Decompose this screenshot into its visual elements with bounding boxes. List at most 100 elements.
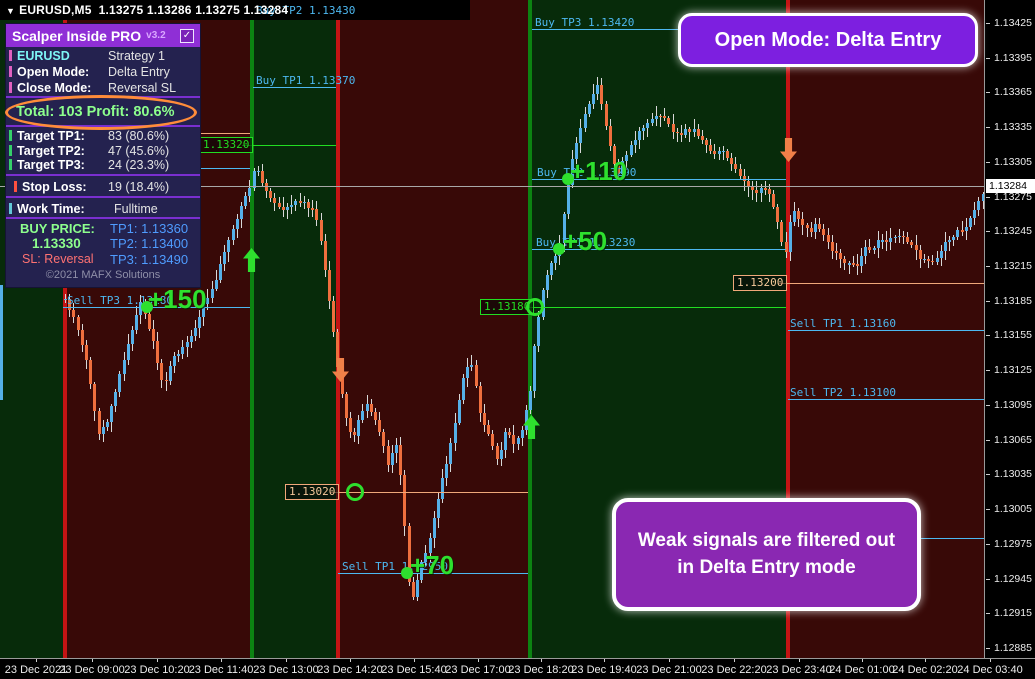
candle bbox=[772, 194, 775, 207]
candle bbox=[399, 445, 402, 476]
tp-level-label: Buy TP3 1.13420 bbox=[535, 16, 635, 29]
price-tick bbox=[986, 92, 990, 93]
tp1-price: TP1: 1.13360 bbox=[110, 221, 189, 236]
candle bbox=[743, 175, 746, 182]
candle bbox=[529, 391, 532, 411]
candle bbox=[416, 579, 419, 597]
candle bbox=[248, 187, 251, 197]
candle bbox=[780, 222, 783, 243]
entry-price-box: 1.13020 bbox=[285, 484, 340, 500]
target-tp1-label: Target TP1: bbox=[17, 128, 85, 143]
candle bbox=[898, 235, 901, 238]
title-backdrop bbox=[0, 0, 470, 20]
price-tick bbox=[986, 23, 990, 24]
price-tick-label: 1.13395 bbox=[994, 52, 1032, 64]
candle bbox=[366, 404, 369, 412]
candle bbox=[72, 310, 75, 318]
time-tick-label: 23 Dec 21:00 bbox=[636, 664, 702, 676]
candle bbox=[785, 242, 788, 253]
candle bbox=[517, 438, 520, 445]
candle bbox=[206, 298, 209, 305]
accent-bar bbox=[14, 181, 17, 192]
symbol-label: EURUSD bbox=[17, 48, 70, 63]
candle bbox=[382, 432, 385, 447]
time-tick bbox=[221, 659, 222, 662]
candle bbox=[110, 406, 113, 423]
candle bbox=[676, 131, 679, 134]
candle bbox=[609, 126, 612, 147]
candle bbox=[944, 241, 947, 251]
time-tick-label: 23 Dec 2021 bbox=[4, 664, 68, 676]
candle bbox=[127, 344, 130, 361]
candle bbox=[965, 226, 968, 231]
candle bbox=[961, 230, 964, 233]
time-tick-label: 23 Dec 13:00 bbox=[253, 664, 319, 676]
tp-level-line bbox=[532, 179, 786, 180]
candle bbox=[801, 219, 804, 226]
candle bbox=[81, 330, 84, 345]
candle-wick bbox=[953, 235, 954, 247]
candle bbox=[592, 93, 595, 104]
time-axis[interactable]: 23 Dec 2021 23 Dec 09:00 23 Dec 10:20 23 De… bbox=[0, 658, 1035, 679]
candle bbox=[701, 135, 704, 141]
candle bbox=[215, 279, 218, 289]
candle-wick bbox=[807, 223, 808, 237]
divider bbox=[6, 174, 200, 176]
time-tick bbox=[286, 659, 287, 662]
candle bbox=[533, 346, 536, 392]
price-tick bbox=[986, 197, 990, 198]
candle bbox=[537, 316, 540, 347]
candle bbox=[722, 150, 725, 153]
candle-wick bbox=[983, 192, 984, 210]
candle bbox=[546, 275, 549, 291]
candle bbox=[403, 475, 406, 527]
panel-version: v3.2 bbox=[146, 30, 166, 41]
candle-wick bbox=[694, 119, 695, 137]
candle bbox=[931, 260, 934, 263]
candle bbox=[135, 315, 138, 331]
panel-checkbox[interactable]: ✓ bbox=[180, 28, 194, 43]
candle bbox=[303, 201, 306, 204]
candle bbox=[827, 235, 830, 243]
candle bbox=[253, 171, 256, 188]
price-tick-label: 1.13065 bbox=[994, 434, 1032, 446]
candle bbox=[776, 206, 779, 223]
candle bbox=[483, 413, 486, 426]
candle bbox=[311, 207, 314, 210]
candle-wick bbox=[471, 355, 472, 371]
candle bbox=[328, 269, 331, 301]
time-tick-label: 23 Dec 11:40 bbox=[188, 664, 254, 676]
time-tick bbox=[862, 659, 863, 662]
candle bbox=[68, 298, 71, 311]
panel-header[interactable]: Scalper Inside PRO v3.2 ✓ bbox=[6, 24, 200, 47]
candle bbox=[584, 114, 587, 128]
profit-points-label: +150 bbox=[148, 284, 207, 314]
price-tick bbox=[986, 648, 990, 649]
candle bbox=[169, 366, 172, 382]
candle bbox=[977, 200, 980, 211]
candle bbox=[789, 221, 792, 253]
candle bbox=[466, 367, 469, 378]
time-tick-label: 23 Dec 14:20 bbox=[317, 664, 383, 676]
time-tick-label: 23 Dec 19:40 bbox=[571, 664, 637, 676]
scalper-inside-pro-panel[interactable]: Scalper Inside PRO v3.2 ✓ EURUSD Strateg… bbox=[5, 23, 201, 288]
candle bbox=[739, 168, 742, 176]
candle bbox=[449, 442, 452, 465]
candle bbox=[475, 365, 478, 386]
accent-bar bbox=[9, 145, 12, 156]
candle bbox=[479, 385, 482, 414]
candle bbox=[445, 464, 448, 478]
symbol-dropdown-icon[interactable]: ▼ bbox=[6, 6, 16, 16]
time-axis-separator bbox=[0, 658, 1035, 659]
stoploss-label: Stop Loss: bbox=[22, 179, 87, 194]
candle bbox=[454, 422, 457, 443]
current-price-box: 1.13284 bbox=[986, 179, 1035, 193]
candle bbox=[646, 122, 649, 128]
price-tick bbox=[986, 231, 990, 232]
candle bbox=[236, 219, 239, 229]
price-axis[interactable]: 1.13425 1.13395 1.13365 1.13335 1.13305 1.132… bbox=[985, 0, 1035, 658]
candle-wick bbox=[849, 260, 850, 275]
candle bbox=[324, 241, 327, 270]
price-tick-label: 1.12945 bbox=[994, 573, 1032, 585]
time-tick bbox=[92, 659, 93, 662]
